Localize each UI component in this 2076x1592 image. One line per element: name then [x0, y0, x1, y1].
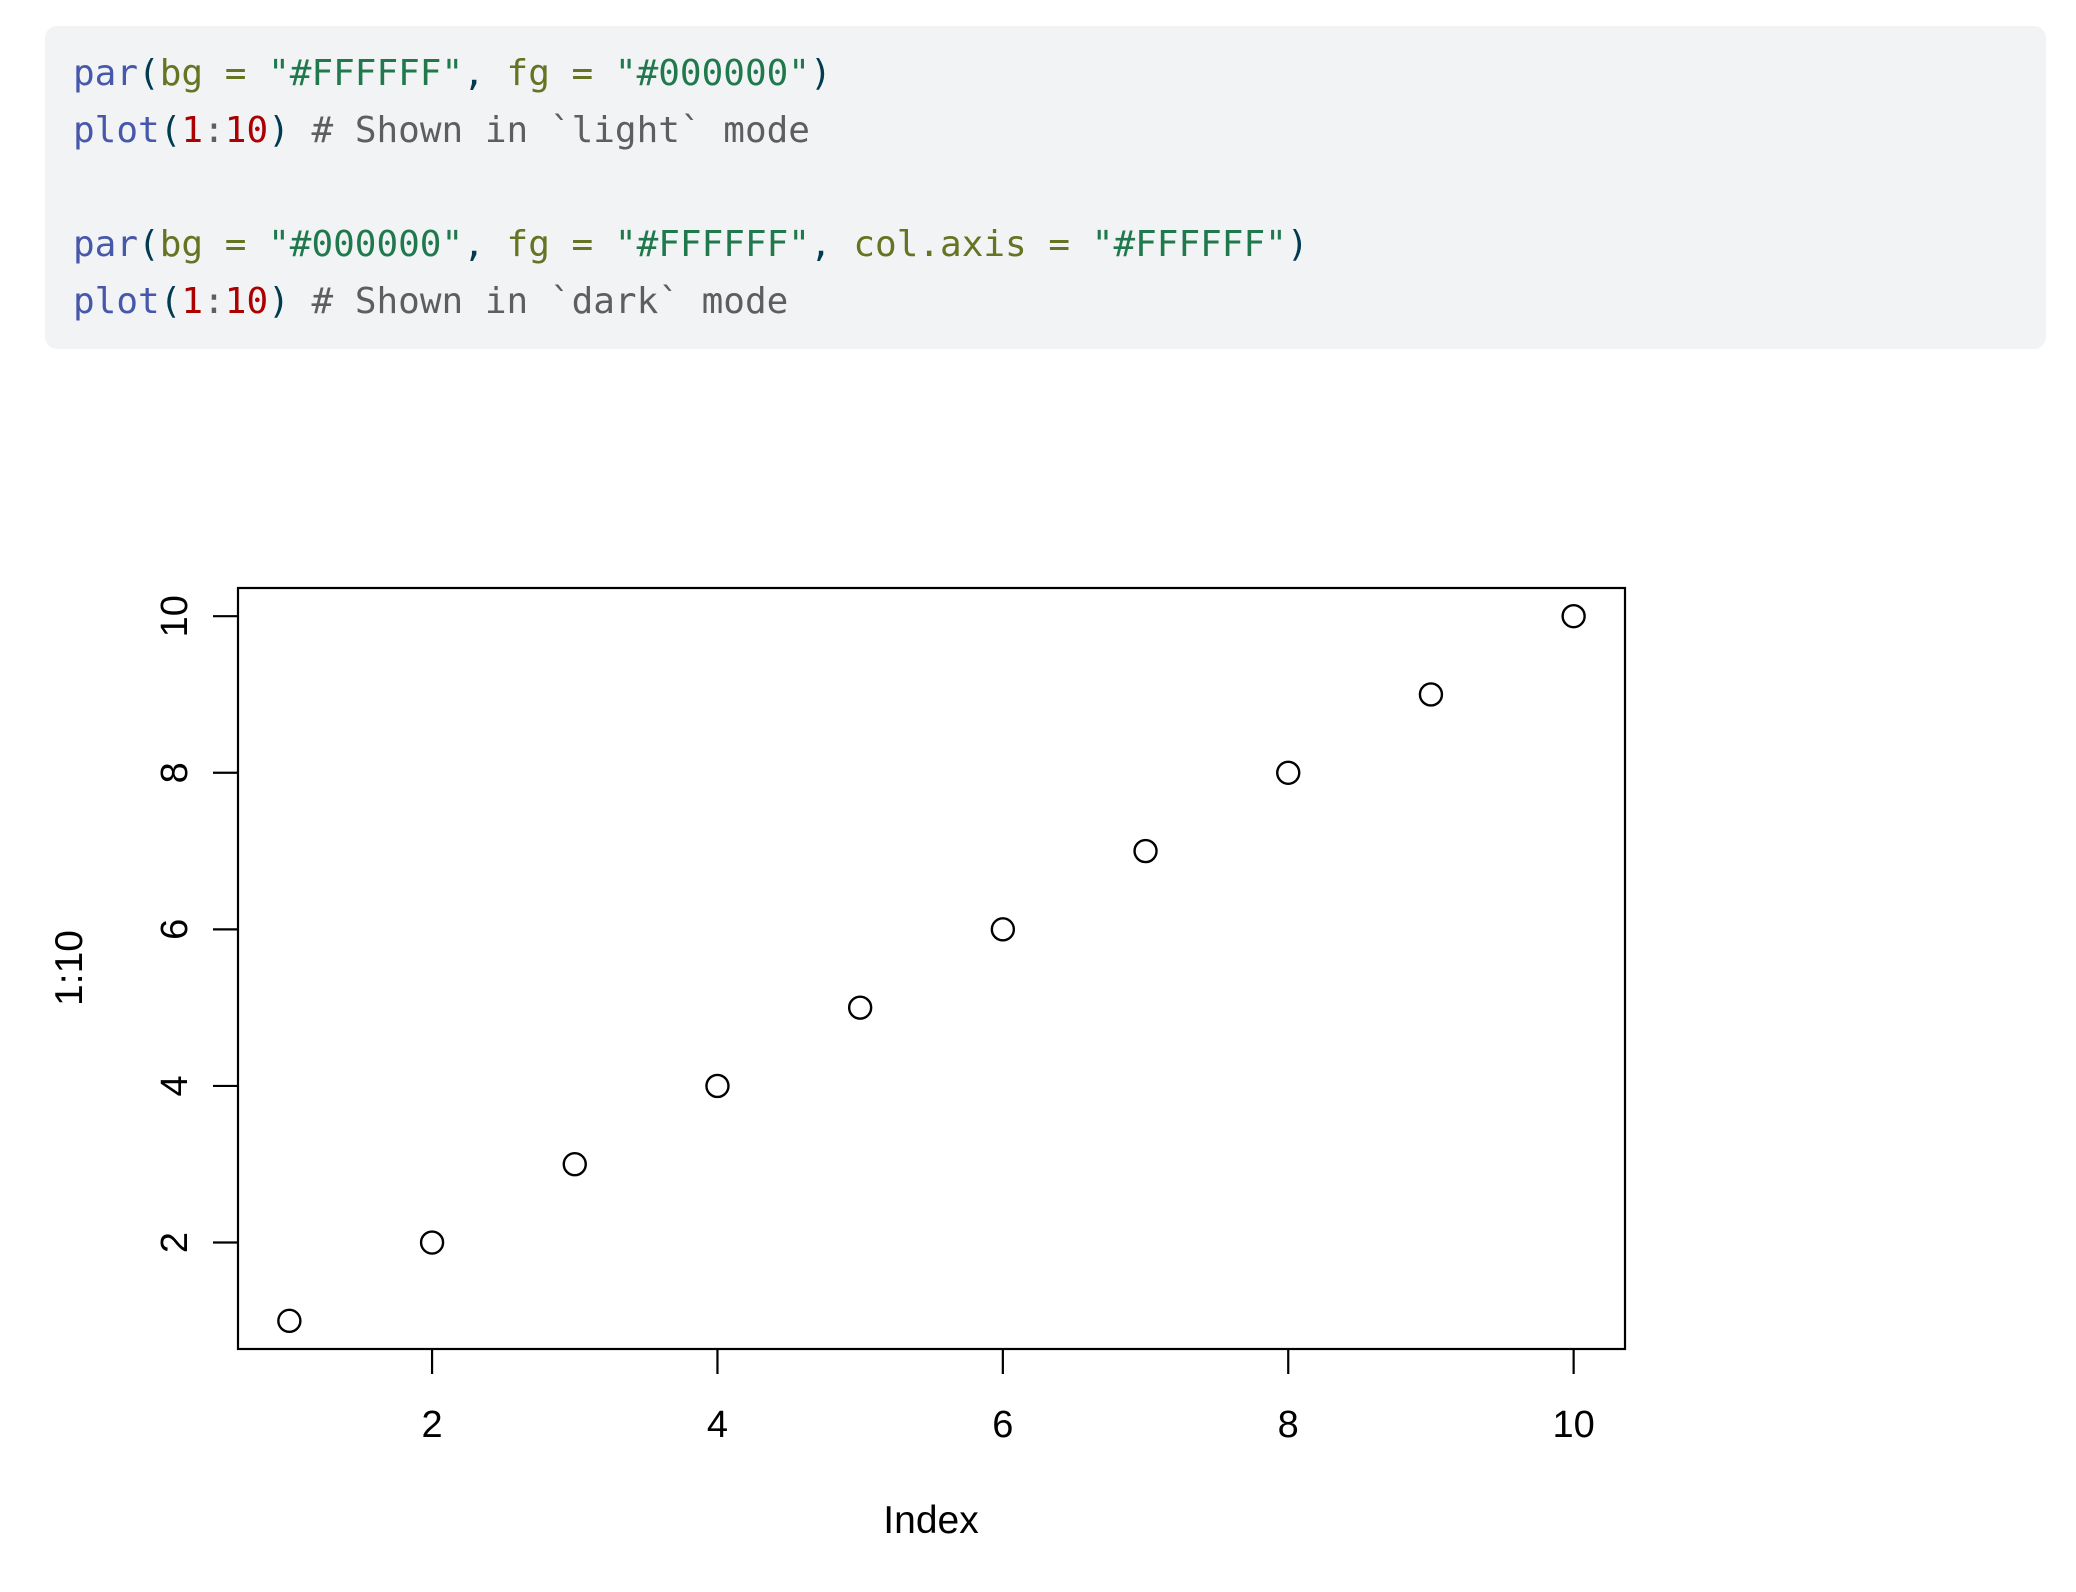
code-token-punct: ) [268, 281, 312, 322]
code-token-operator: : [203, 281, 225, 322]
code-line: par(bg = "#FFFFFF", fg = "#000000") [73, 45, 2018, 102]
code-token-comment: # Shown in `dark` mode [311, 281, 789, 322]
data-point [847, 995, 873, 1020]
data-point [705, 1073, 730, 1099]
code-token-punct: ) [809, 53, 832, 94]
y-tick-label: 8 [154, 762, 196, 783]
data-point [419, 1230, 445, 1255]
y-tick-label: 2 [154, 1232, 196, 1253]
code-token-string: "#FFFFFF" [1091, 224, 1287, 265]
code-token-number: 1 [181, 281, 204, 322]
code-content: par(bg = "#FFFFFF", fg = "#000000") plot(… [73, 45, 2018, 330]
code-token-argument: fg = [506, 224, 615, 265]
code-token-function: par [73, 224, 139, 265]
code-token-argument: bg = [159, 224, 269, 265]
code-token-argument: fg = [506, 53, 615, 94]
data-point [1418, 682, 1444, 707]
code-token-comment: # Shown in `light` mode [311, 110, 810, 151]
data-point [1561, 603, 1586, 629]
code-token-number: 10 [224, 281, 269, 322]
code-token-string: "#000000" [614, 53, 810, 94]
y-axis-title: 1:10 [48, 930, 91, 1006]
code-token-argument: col.axis = [853, 224, 1092, 265]
code-token-string: "#FFFFFF" [268, 53, 464, 94]
code-token-string: "#FFFFFF" [614, 224, 810, 265]
r-code: par(bg = "#FFFFFF", fg = "#000000") plot(… [73, 45, 2018, 330]
x-tick-label: 6 [992, 1404, 1013, 1446]
code-token-punct: ( [138, 53, 160, 94]
code-token-punct: ( [159, 110, 182, 151]
code-token-function: plot [73, 110, 160, 151]
code-line: plot(1:10) # Shown in `dark` mode [73, 273, 2018, 330]
plot-frame [236, 586, 1627, 1351]
data-point [1276, 760, 1301, 785]
code-token-punct: , [463, 224, 507, 265]
x-tick-label: 10 [1552, 1404, 1594, 1446]
code-token-argument: bg = [159, 53, 269, 94]
code-line: par(bg = "#000000", fg = "#FFFFFF", col.… [73, 216, 2018, 273]
code-token-punct: , [809, 224, 854, 265]
y-tick-label: 6 [154, 919, 196, 940]
data-point [562, 1152, 587, 1177]
code-token-punct: ) [1286, 224, 1309, 265]
data-point [277, 1308, 302, 1334]
code-token-punct: ( [138, 224, 160, 265]
code-token-number: 1 [181, 110, 204, 151]
x-axis-title: Index [883, 1499, 979, 1542]
code-token-operator: : [203, 110, 225, 151]
code-token-punct: ) [268, 110, 312, 151]
data-point [1133, 838, 1158, 864]
code-block: par(bg = "#FFFFFF", fg = "#000000") plot(… [45, 26, 2046, 349]
data-point [990, 917, 1016, 942]
code-token-function: plot [73, 281, 160, 322]
code-token-punct: ( [159, 281, 182, 322]
x-tick-label: 4 [707, 1404, 728, 1446]
code-token-string: "#000000" [268, 224, 464, 265]
code-token-number: 10 [224, 110, 269, 151]
y-tick-label: 10 [154, 595, 196, 637]
y-tick-label: 4 [154, 1075, 196, 1096]
code-line: plot(1:10) # Shown in `light` mode [73, 102, 2018, 159]
x-tick-label: 2 [421, 1404, 442, 1446]
code-token-function: par [73, 53, 139, 94]
x-tick-label: 8 [1278, 1404, 1299, 1446]
code-token-punct: , [463, 53, 507, 94]
